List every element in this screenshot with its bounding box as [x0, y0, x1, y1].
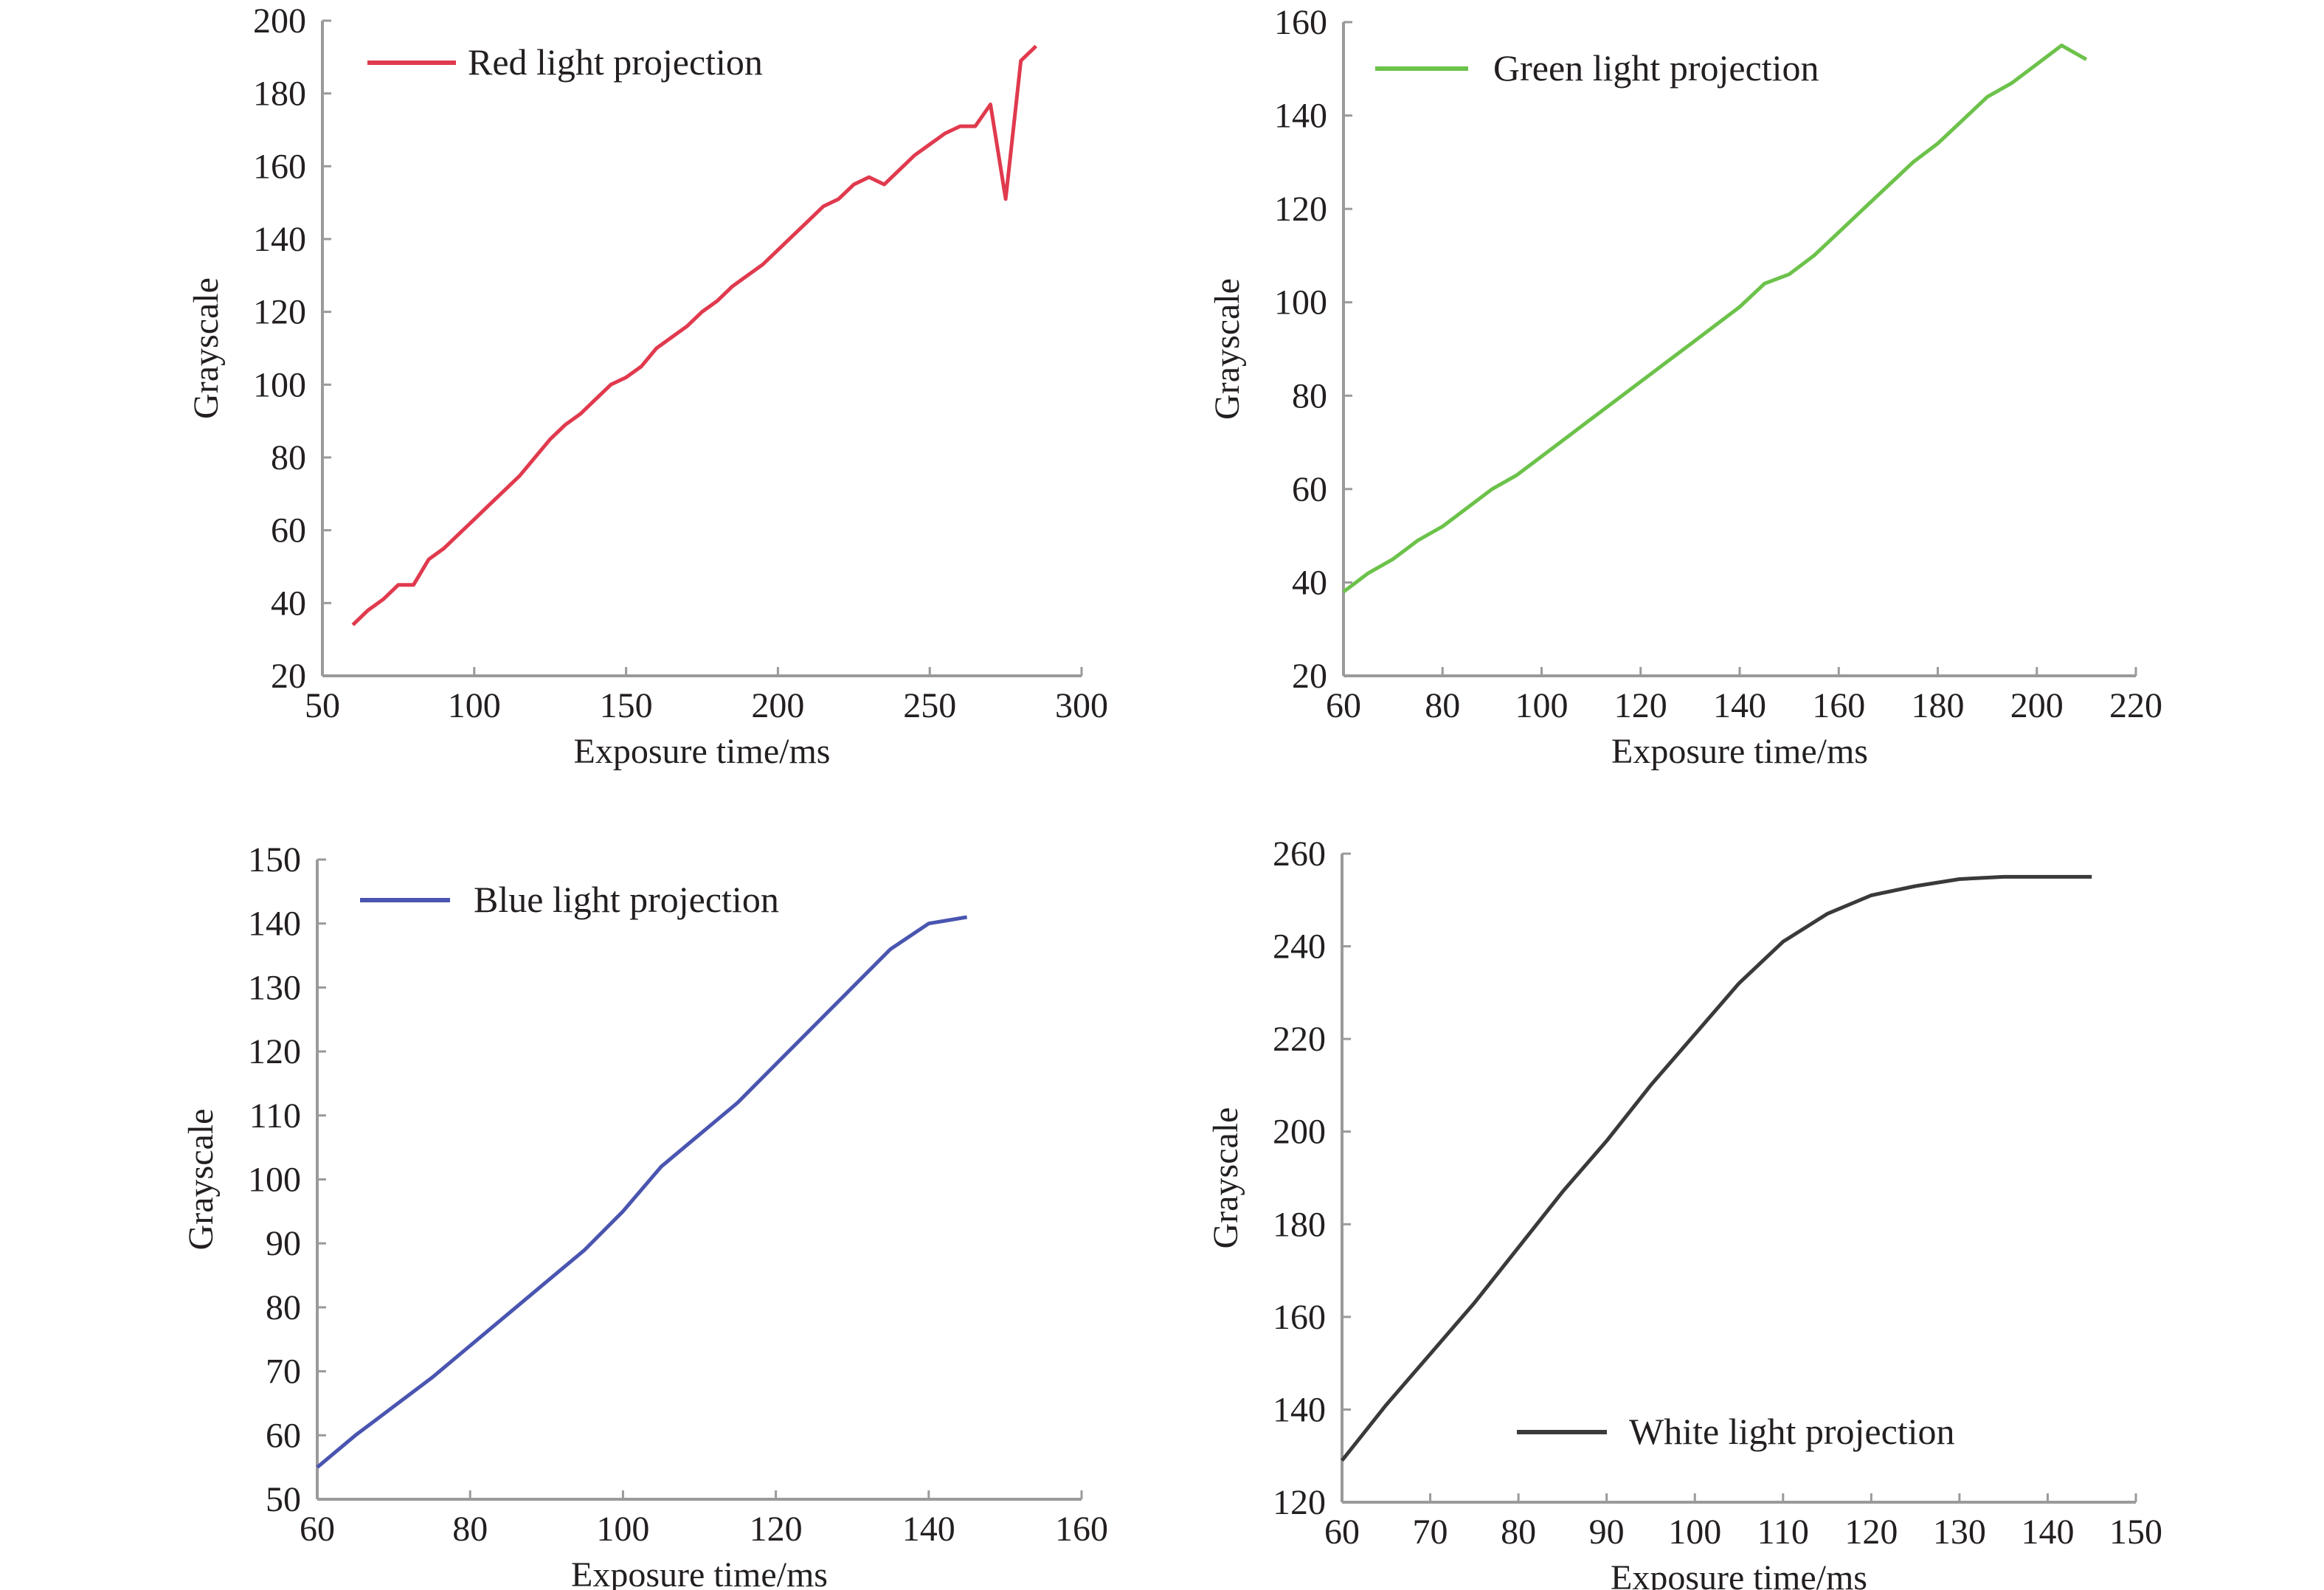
- y-tick-label: 150: [248, 840, 301, 879]
- legend-label: Blue light projection: [474, 879, 779, 920]
- x-tick-label: 50: [305, 686, 340, 725]
- x-tick-label: 70: [1413, 1513, 1448, 1552]
- x-tick-label: 80: [1425, 686, 1460, 725]
- x-tick-label: 200: [751, 686, 804, 725]
- y-tick-label: 40: [1292, 563, 1327, 602]
- x-tick-label: 90: [1589, 1513, 1625, 1552]
- y-tick-label: 140: [1274, 97, 1327, 136]
- y-tick-label: 140: [253, 220, 306, 259]
- legend-label: Green light projection: [1493, 47, 1819, 89]
- x-axis-label: Exposure time/ms: [1611, 732, 1868, 771]
- series-line: [316, 915, 968, 1469]
- x-tick-label: 60: [1326, 686, 1361, 725]
- y-tick-label: 120: [253, 293, 306, 332]
- y-tick-label: 200: [1273, 1113, 1326, 1152]
- x-tick-label: 100: [596, 1510, 649, 1549]
- y-tick-label: 90: [266, 1224, 301, 1263]
- y-tick-label: 20: [1292, 657, 1327, 696]
- legend-label: White light projection: [1629, 1411, 1955, 1452]
- y-tick-label: 180: [253, 75, 306, 114]
- series-line: [351, 44, 1038, 626]
- x-tick-label: 120: [750, 1510, 803, 1549]
- series-line: [1342, 44, 2088, 594]
- x-tick-label: 110: [1757, 1513, 1809, 1552]
- y-axis-label: Grayscale: [1206, 1107, 1245, 1249]
- y-tick-label: 130: [248, 968, 301, 1007]
- x-tick-label: 120: [1614, 686, 1667, 725]
- y-tick-label: 100: [248, 1161, 301, 1200]
- x-tick-label: 80: [452, 1510, 488, 1549]
- y-tick-label: 180: [1273, 1205, 1326, 1244]
- y-tick-label: 70: [266, 1352, 301, 1392]
- y-tick-label: 100: [253, 365, 306, 404]
- y-tick-label: 40: [271, 584, 306, 623]
- x-tick-label: 60: [1324, 1513, 1360, 1552]
- y-tick-label: 100: [1274, 283, 1327, 322]
- y-tick-label: 240: [1273, 927, 1326, 967]
- y-tick-label: 80: [1292, 376, 1327, 415]
- x-tick-label: 100: [448, 686, 501, 725]
- y-tick-label: 50: [266, 1480, 301, 1519]
- y-tick-label: 200: [253, 1, 306, 41]
- y-tick-label: 80: [271, 438, 306, 477]
- legend-label: Red light projection: [468, 41, 763, 83]
- x-tick-label: 140: [1713, 686, 1766, 725]
- x-tick-label: 150: [2109, 1513, 2162, 1552]
- y-tick-label: 160: [1273, 1298, 1326, 1337]
- y-tick-label: 60: [271, 511, 306, 550]
- y-tick-label: 140: [248, 905, 301, 944]
- x-tick-label: 220: [2109, 686, 2162, 725]
- y-tick-label: 160: [253, 147, 306, 186]
- y-tick-label: 140: [1273, 1390, 1326, 1429]
- y-axis-label: Grayscale: [1208, 278, 1247, 420]
- x-tick-label: 100: [1515, 686, 1569, 725]
- x-tick-label: 160: [1812, 686, 1865, 725]
- y-tick-label: 120: [248, 1032, 301, 1071]
- x-axis-label: Exposure time/ms: [574, 732, 831, 771]
- x-tick-label: 300: [1055, 686, 1108, 725]
- chart-panel-2: 20 40 60 80 100 120 140 160 60 80 100 120 140 160 180 2…: [1208, 3, 2162, 771]
- y-tick-label: 220: [1273, 1020, 1326, 1059]
- x-tick-label: 100: [1668, 1513, 1721, 1552]
- x-tick-label: 120: [1844, 1513, 1898, 1552]
- y-tick-label: 20: [271, 657, 306, 696]
- x-axis-label: Exposure time/ms: [1611, 1558, 1867, 1590]
- y-tick-label: 110: [249, 1096, 301, 1136]
- y-tick-label: 60: [1292, 470, 1327, 509]
- y-tick-label: 120: [1274, 190, 1327, 229]
- y-axis-label: Grayscale: [181, 1109, 221, 1251]
- x-tick-label: 80: [1501, 1513, 1536, 1552]
- x-tick-label: 140: [902, 1510, 955, 1549]
- x-tick-label: 160: [1055, 1510, 1108, 1549]
- x-tick-label: 200: [2010, 686, 2064, 725]
- x-tick-label: 140: [2021, 1513, 2074, 1552]
- x-tick-label: 60: [300, 1510, 335, 1549]
- x-tick-label: 130: [1933, 1513, 1986, 1552]
- y-tick-label: 60: [266, 1416, 301, 1455]
- series-line: [1341, 874, 2092, 1462]
- x-tick-label: 150: [600, 686, 653, 725]
- x-tick-label: 250: [903, 686, 956, 725]
- chart-panel-1: 20 40 60 80 100 120 140 160 180 200 50 100 150 200 250…: [187, 1, 1108, 771]
- y-tick-label: 260: [1273, 834, 1326, 874]
- y-tick-label: 120: [1273, 1483, 1326, 1522]
- x-axis-label: Exposure time/ms: [571, 1555, 828, 1590]
- y-tick-label: 160: [1274, 3, 1327, 42]
- chart-panel-4: 120 140 160 180 200 220 240 260 60 70 80 90 100 110 12…: [1206, 834, 2162, 1590]
- x-tick-label: 180: [1912, 686, 1965, 725]
- y-tick-label: 80: [266, 1288, 301, 1327]
- y-axis-label: Grayscale: [187, 277, 226, 419]
